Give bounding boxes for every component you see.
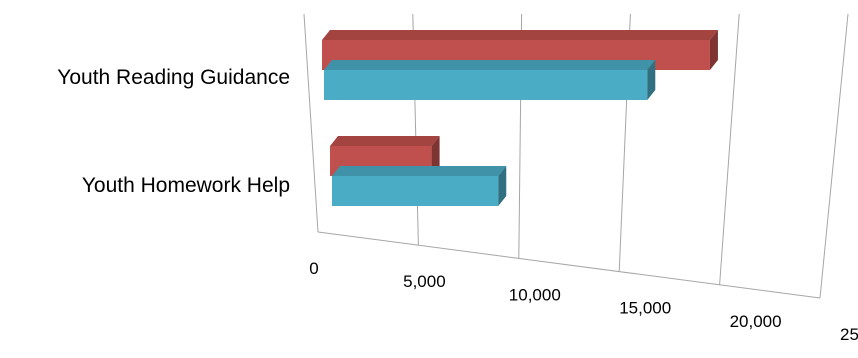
x-tick-label: 0 [309, 259, 318, 278]
gridline [819, 13, 849, 299]
gridlines [303, 13, 849, 299]
category-labels: Youth Reading Guidance Youth Homework Hel… [57, 66, 290, 197]
gridline [303, 13, 319, 233]
category-label: Youth Homework Help [82, 174, 290, 197]
bar-top-face [322, 30, 718, 40]
category-label: Youth Reading Guidance [57, 66, 290, 89]
bar-top-face [332, 166, 507, 176]
floor-edge [317, 231, 821, 299]
bar-top-face [330, 136, 440, 146]
x-tick-label: 15,000 [619, 299, 671, 318]
bar [324, 60, 656, 100]
bar-front-face [332, 176, 499, 206]
x-tick-labels: 0 5,000 10,000 15,000 20,000 25,000 [309, 259, 858, 344]
bar-end-cap [709, 30, 718, 70]
x-tick-label: 10,000 [509, 285, 561, 304]
bar-end-cap [647, 60, 656, 100]
bars [322, 30, 718, 206]
bar-end-cap [498, 166, 507, 206]
x-tick-label: 5,000 [403, 272, 446, 291]
bar-front-face [324, 70, 648, 100]
bar-top-face [324, 60, 656, 70]
x-tick-label: 25,000 [840, 325, 858, 344]
x-tick-label: 20,000 [730, 312, 782, 331]
gridline [719, 13, 740, 285]
bar [332, 166, 507, 206]
